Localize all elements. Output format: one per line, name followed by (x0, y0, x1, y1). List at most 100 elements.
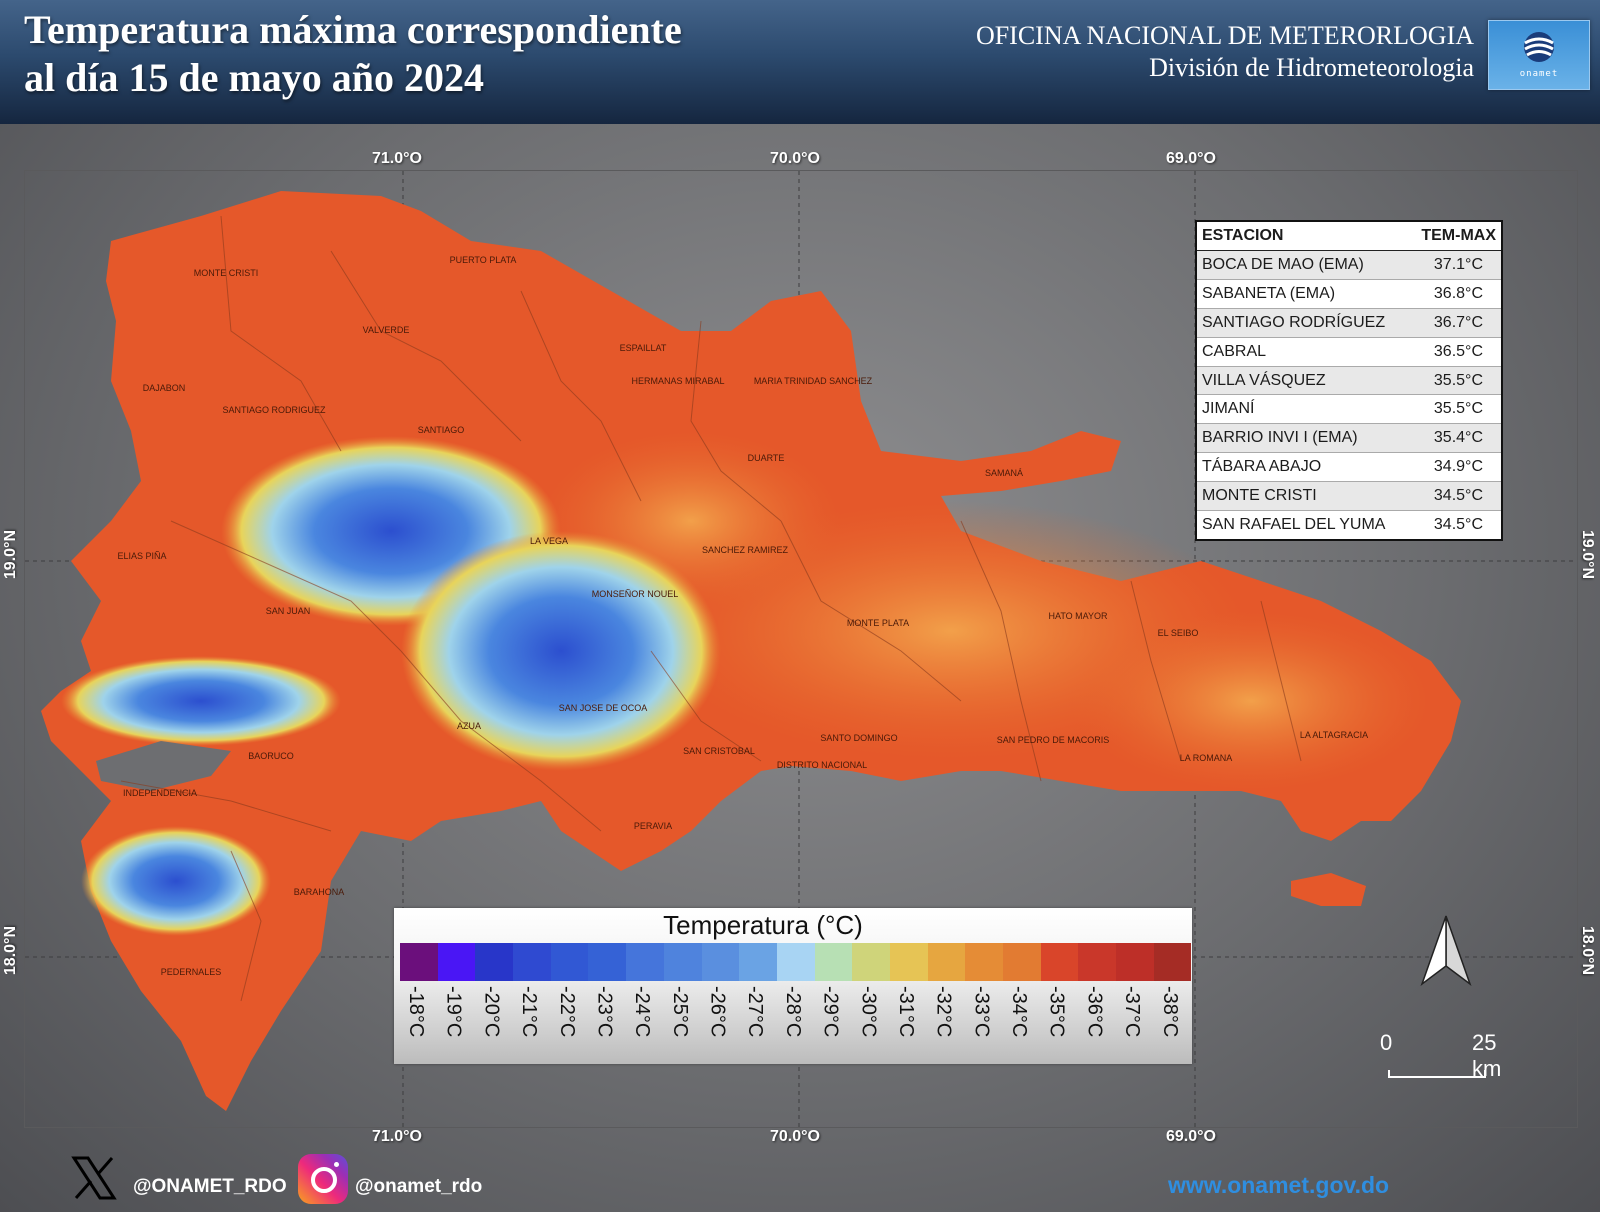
province-label: HATO MAYOR (1048, 611, 1108, 621)
province-label: PUERTO PLATA (450, 255, 517, 265)
province-label: SANTO DOMINGO (820, 733, 897, 743)
website-link[interactable]: www.onamet.gov.do (1168, 1172, 1390, 1198)
legend-tick-label: -21°C (518, 986, 541, 1038)
province-label: SAN JOSE DE OCOA (559, 703, 648, 713)
header-station: ESTACION (1202, 227, 1284, 244)
instagram-handle-link[interactable]: @onamet_rdo (355, 1176, 483, 1197)
scale-bar: 0 25 km (1380, 1030, 1520, 1081)
lat-label-right-18: 18.0°N (1579, 926, 1596, 976)
legend-tick: -38°C (1154, 986, 1192, 1058)
station-name: TÁBARA ABAJO (1202, 458, 1322, 476)
province-label: PERAVIA (634, 821, 672, 831)
province-labels: MONTE CRISTI PUERTO PLATA VALVERDE ESPAI… (117, 255, 1368, 977)
x-handle-link[interactable]: @ONAMET_RDO (133, 1176, 287, 1197)
legend-tick-label: -20°C (480, 986, 503, 1038)
province-label: SAN CRISTOBAL (683, 746, 755, 756)
legend-swatch (550, 943, 589, 981)
instagram-icon[interactable] (298, 1154, 348, 1204)
station-name: VILLA VÁSQUEZ (1202, 371, 1326, 389)
province-label: BAORUCO (248, 751, 294, 761)
province-label: ELIAS PIÑA (117, 551, 166, 561)
legend-tick: -20°C (475, 986, 513, 1058)
table-row: SAN RAFAEL DEL YUMA 34.5°C (1197, 511, 1501, 539)
province-label: DAJABON (143, 383, 186, 393)
legend-tick-label: -27°C (744, 986, 767, 1038)
temperature-map: MONTE CRISTI PUERTO PLATA VALVERDE ESPAI… (25, 171, 1577, 1127)
legend-swatch (965, 943, 1003, 981)
province-label: MONTE PLATA (847, 618, 909, 628)
logo-text: onamet (1519, 69, 1559, 79)
legend-swatches (400, 943, 1192, 981)
legend-tick: -32°C (928, 986, 966, 1058)
province-label: LA ALTAGRACIA (1300, 730, 1368, 740)
legend-tick: -34°C (1003, 986, 1041, 1058)
title-line-1: Temperatura máxima correspondiente (24, 7, 682, 52)
province-label: EL SEIBO (1158, 628, 1199, 638)
lon-label-top-69: 69.0°O (1166, 150, 1216, 167)
lat-label-right-19: 19.0°N (1579, 530, 1596, 580)
legend-swatch (1003, 943, 1041, 981)
station-name: MONTE CRISTI (1202, 487, 1317, 505)
onamet-logo-icon (1524, 32, 1554, 62)
province-label: SANTIAGO RODRIGUEZ (222, 405, 326, 415)
legend-swatch (852, 943, 890, 981)
province-label: MARIA TRINIDAD SANCHEZ (754, 376, 873, 386)
legend-swatch (626, 943, 664, 981)
legend-tick: -21°C (513, 986, 551, 1058)
legend-tick: -36°C (1078, 986, 1116, 1058)
legend-swatch (1040, 943, 1079, 981)
legend-swatch (475, 943, 514, 981)
legend-swatch (663, 943, 702, 981)
temperature-legend: Temperatura (°C) -18°C -19°C -20°C -21°C -22… (394, 908, 1192, 1064)
legend-tick-label: -28°C (781, 986, 804, 1038)
saona-island (1291, 873, 1366, 906)
legend-tick-label: -36°C (1083, 986, 1106, 1038)
table-row: BARRIO INVI I (EMA) 35.4°C (1197, 424, 1501, 454)
legend-tick: -27°C (739, 986, 777, 1058)
org-line-2: División de Hidrometeorologia (1149, 53, 1474, 82)
page-title: Temperatura máxima correspondiente al dí… (24, 6, 682, 102)
header-bar: Temperatura máxima correspondiente al dí… (0, 0, 1600, 124)
legend-swatch (1116, 943, 1154, 981)
legend-tick: -29°C (815, 986, 853, 1058)
lon-label-bottom-69: 69.0°O (1166, 1128, 1216, 1145)
x-logo-icon[interactable] (70, 1154, 118, 1207)
lat-label-left-19: 19.0°N (2, 530, 19, 580)
province-label: DUARTE (748, 453, 785, 463)
scale-start-label: 0 (1380, 1030, 1393, 1055)
province-label: HERMANAS MIRABAL (631, 376, 724, 386)
map-frame: MONTE CRISTI PUERTO PLATA VALVERDE ESPAI… (24, 170, 1578, 1128)
table-row: MONTE CRISTI 34.5°C (1197, 482, 1501, 512)
station-name: CABRAL (1202, 342, 1267, 360)
province-label: INDEPENDENCIA (123, 788, 197, 798)
header-temp: TEM-MAX (1421, 227, 1496, 244)
station-name: SAN RAFAEL DEL YUMA (1202, 516, 1386, 534)
station-name: SANTIAGO RODRÍGUEZ (1202, 313, 1386, 331)
station-name: BARRIO INVI I (EMA) (1202, 429, 1358, 447)
lake-enriquillo (96, 741, 231, 791)
legend-tick: -18°C (400, 986, 438, 1058)
province-label: SANTIAGO (418, 425, 465, 435)
legend-tick-label: -23°C (593, 986, 616, 1038)
lon-label-bottom-70: 70.0°O (770, 1128, 820, 1145)
province-label: DISTRITO NACIONAL (777, 760, 867, 770)
legend-title: Temperatura (°C) (663, 910, 863, 940)
legend-tick-label: -22°C (555, 986, 578, 1038)
legend-tick-label: -31°C (894, 986, 917, 1038)
province-label: SAN JUAN (266, 606, 311, 616)
province-label: BARAHONA (294, 887, 345, 897)
province-label: SAN PEDRO DE MACORIS (997, 735, 1110, 745)
legend-swatch (588, 943, 627, 981)
table-row: VILLA VÁSQUEZ 35.5°C (1197, 366, 1501, 396)
legend-tick-label: -25°C (668, 986, 691, 1038)
legend-swatch (701, 943, 740, 981)
table-row: BOCA DE MAO (EMA) 37.1°C (1197, 251, 1501, 280)
station-temp: 34.9°C (1433, 458, 1483, 476)
legend-swatch (1078, 943, 1117, 981)
province-label: SAMANÁ (985, 468, 1023, 478)
station-name: SABANETA (EMA) (1202, 284, 1336, 302)
onamet-logo: onamet (1488, 20, 1590, 90)
legend-swatch (776, 943, 815, 981)
lon-label-top-70: 70.0°O (770, 150, 820, 167)
legend-tick-label: -32°C (932, 986, 955, 1038)
